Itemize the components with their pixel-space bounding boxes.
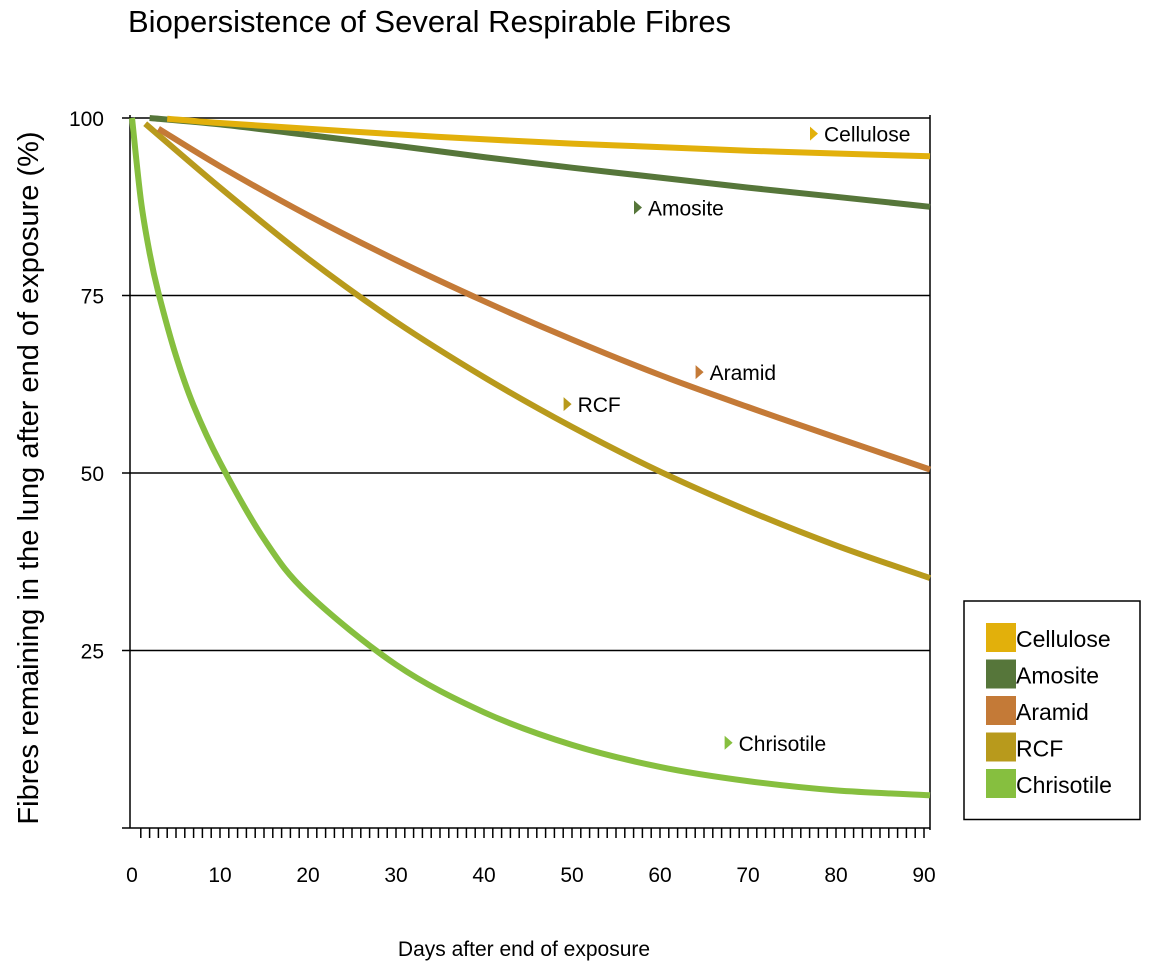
grid-lines: [122, 117, 930, 652]
x-tick-label: 10: [208, 864, 231, 887]
x-tick-label: 30: [384, 864, 407, 887]
legend-swatch-aramid: [986, 696, 1016, 725]
legend-label-rcf: RCF: [1016, 736, 1063, 762]
series-line-amosite: [149, 115, 931, 210]
x-tick-label: 70: [736, 864, 759, 887]
annotation-label-chrisotile: Chrisotile: [739, 733, 827, 756]
y-tick-label: 50: [81, 463, 104, 486]
legend-swatch-rcf: [986, 732, 1016, 762]
legend-label-cellulose: Cellulose: [1016, 626, 1111, 652]
annotation-label-amosite: Amosite: [648, 197, 724, 220]
legend-label-chrisotile: Chrisotile: [1016, 772, 1112, 798]
y-tick-label: 100: [69, 108, 104, 131]
annotation-label-aramid: Aramid: [710, 362, 777, 385]
x-tick-label: 0: [126, 864, 138, 887]
series-line-cellulose: [166, 115, 931, 160]
series-lines: [129, 115, 931, 799]
x-tick-label: 60: [648, 864, 671, 887]
chart-title: Biopersistence of Several Respirable Fib…: [128, 4, 731, 39]
y-axis-label: Fibres remaining in the lung after end o…: [13, 131, 45, 824]
annotation-marker-cellulose: [810, 126, 818, 141]
annotation-marker-amosite: [634, 200, 642, 215]
annotation-label-rcf: RCF: [578, 394, 621, 417]
x-axis-label: Days after end of exposure: [398, 938, 650, 961]
annotation-marker-aramid: [695, 365, 704, 380]
annotation-marker-rcf: [563, 397, 572, 412]
series-line-rcf: [143, 121, 931, 581]
y-tick-label: 25: [81, 641, 104, 664]
x-tick-label: 20: [296, 864, 319, 887]
annotation-marker-chrisotile: [724, 735, 733, 750]
series-annotations: Cellulose Amosite Aramid RCF Chrisotile: [563, 124, 910, 756]
series-line-chrisotile: [129, 117, 931, 799]
x-tick-label: 80: [824, 864, 847, 887]
y-tick-label: 75: [81, 286, 104, 309]
series-line-aramid: [156, 126, 931, 473]
legend-swatch-amosite: [986, 659, 1016, 689]
annotation-label-cellulose: Cellulose: [824, 124, 910, 147]
legend-label-aramid: Aramid: [1016, 699, 1089, 725]
axes: 25 50 75 100 0 10 20 30 40 50 60 70 80 90: [69, 108, 936, 887]
x-tick-label: 90: [912, 864, 935, 887]
legend: Cellulose Amosite Aramid RCF Chrisotile: [963, 600, 1141, 821]
legend-swatch-chrisotile: [986, 769, 1016, 798]
x-tick-label: 50: [560, 864, 583, 887]
legend-label-amosite: Amosite: [1016, 663, 1099, 689]
legend-swatch-cellulose: [986, 623, 1016, 652]
x-tick-label: 40: [472, 864, 495, 887]
